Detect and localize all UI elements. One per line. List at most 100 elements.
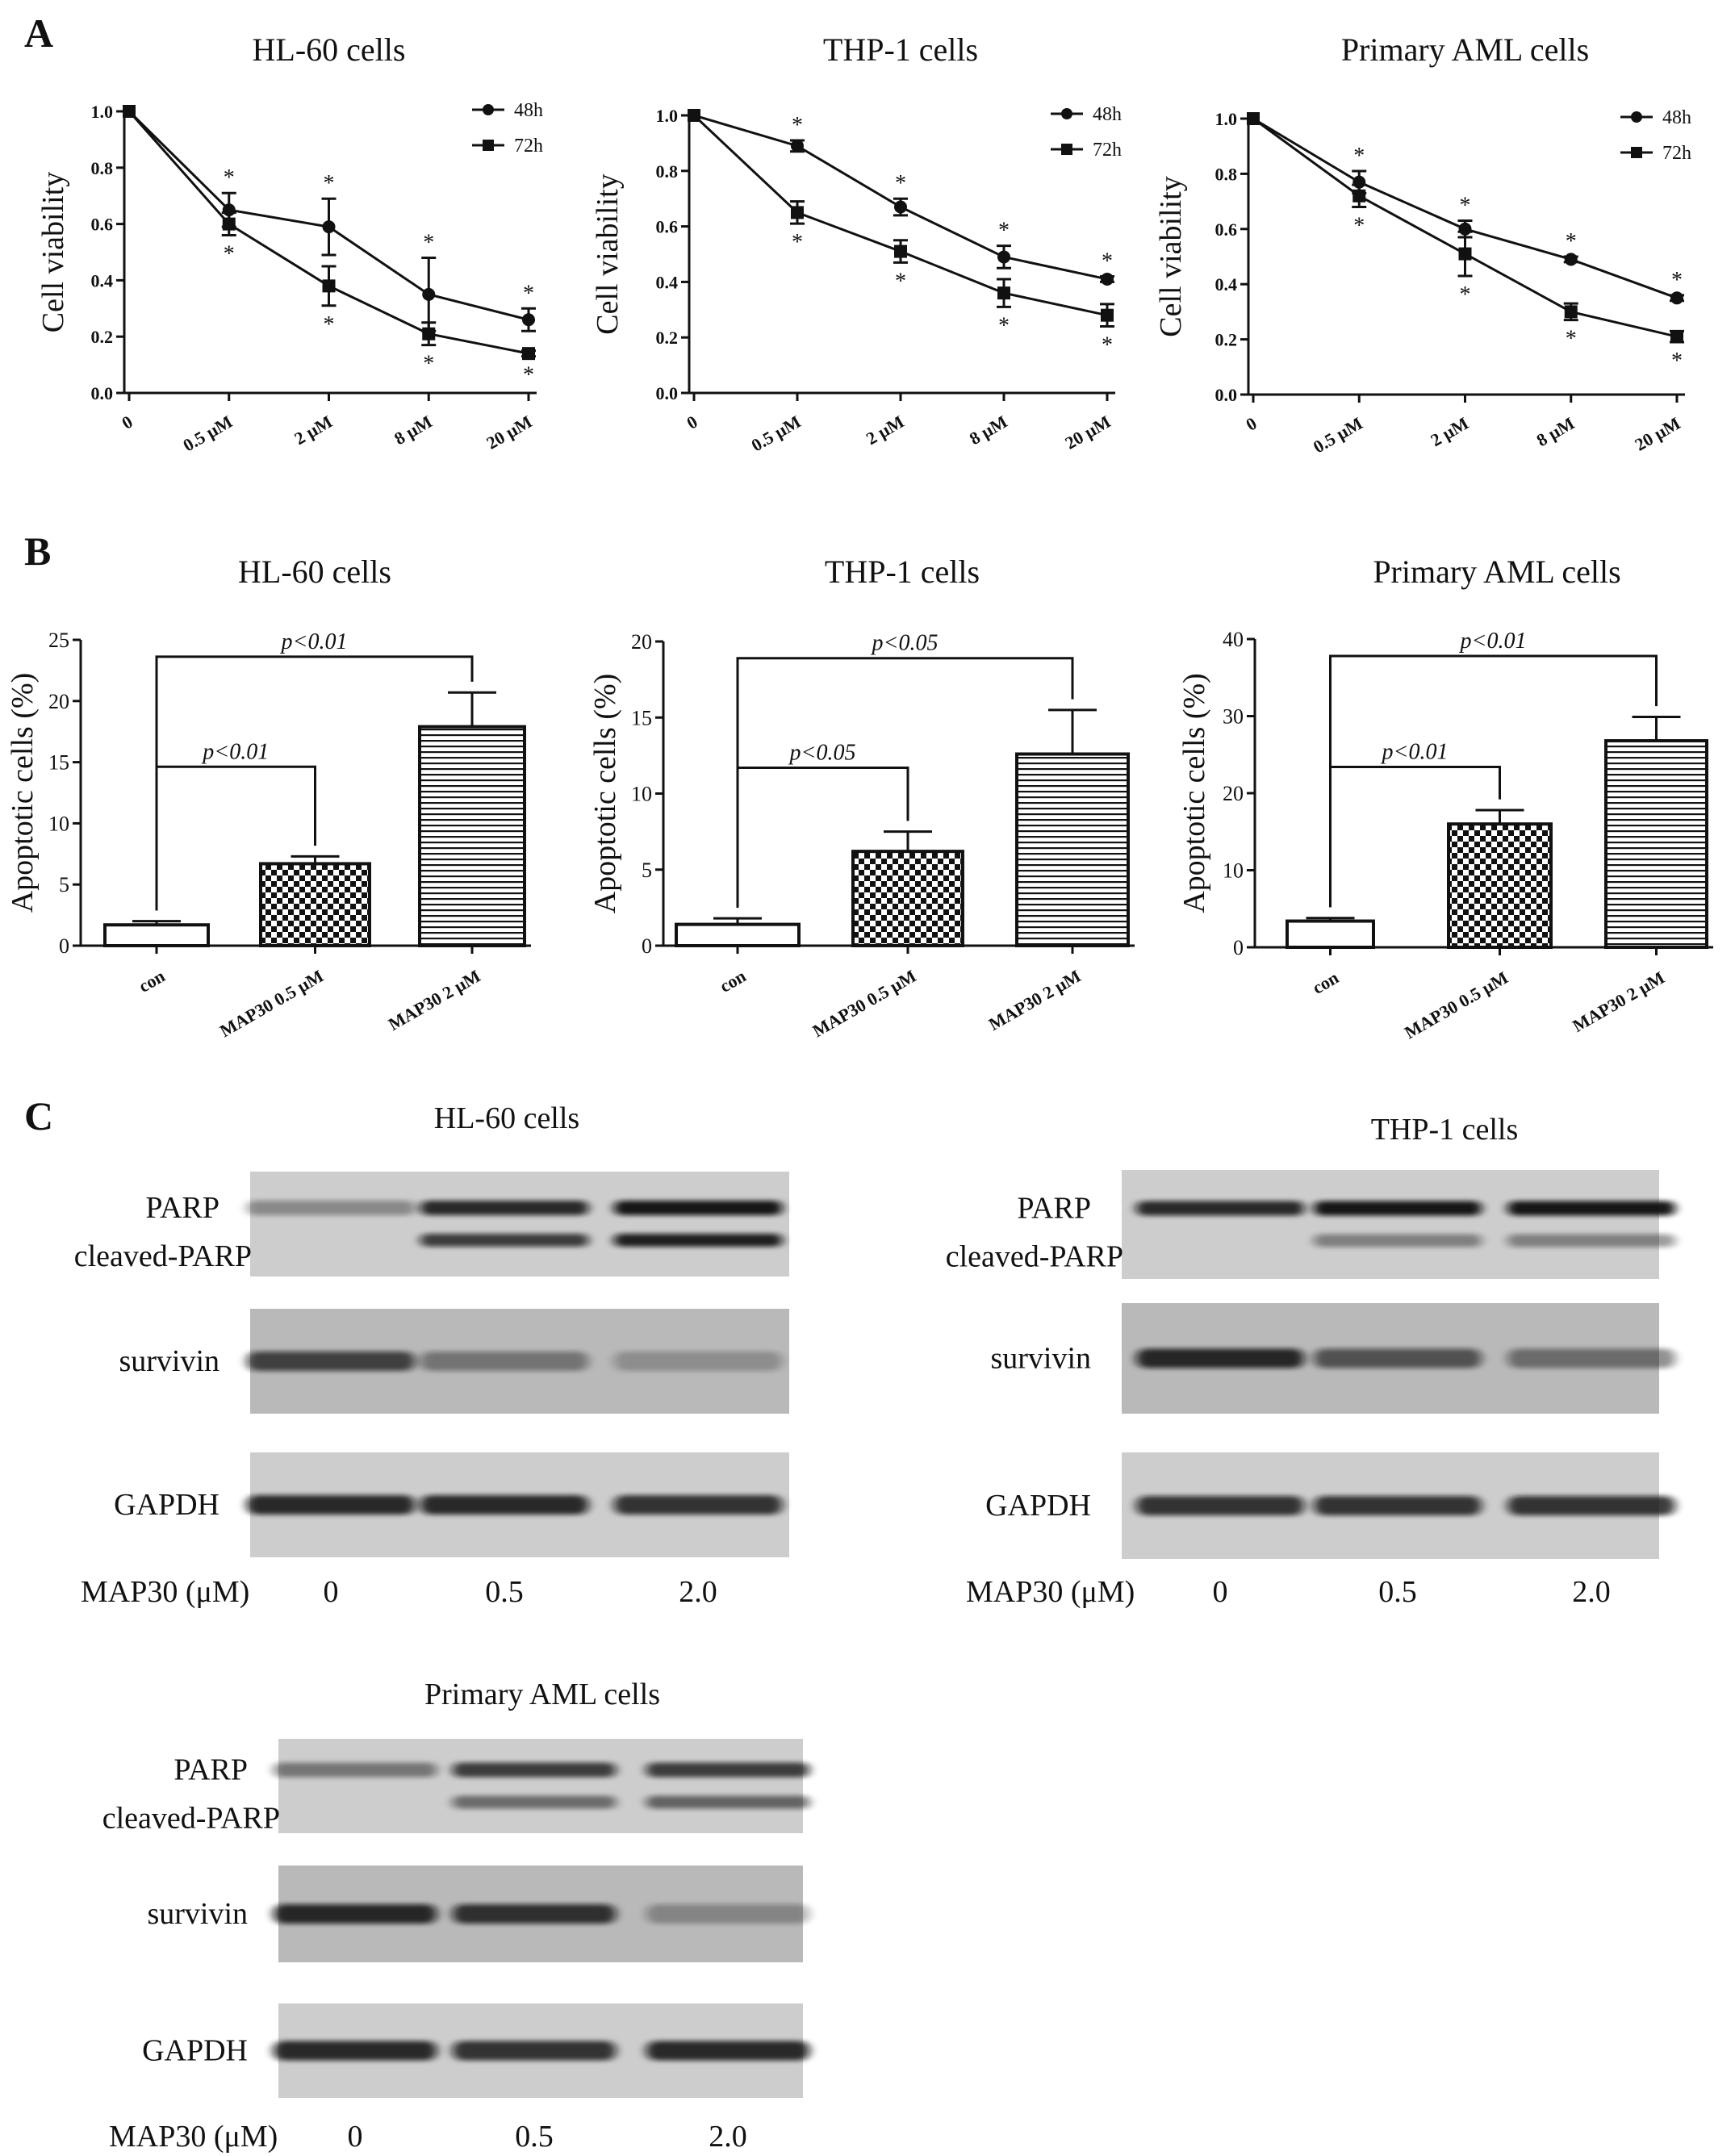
data-point-72h xyxy=(1670,330,1683,344)
x-tick-label: MAP30 2 μM xyxy=(385,966,484,1034)
band-parp xyxy=(246,1201,416,1215)
legend-label: 48h xyxy=(514,100,543,121)
blot-row-label: PARP xyxy=(1017,1192,1091,1226)
chart-title: Primary AML cells xyxy=(1373,554,1620,590)
y-tick-label: 0.2 xyxy=(91,327,114,347)
x-tick-label: 0.5 μM xyxy=(748,412,805,456)
significance-star: * xyxy=(998,219,1010,244)
chart-title: HL-60 cells xyxy=(253,31,406,68)
legend-marker xyxy=(1061,144,1072,155)
significance-star: * xyxy=(1353,144,1365,169)
x-tick-label: 8 μM xyxy=(391,412,436,449)
blot-row-label: cleaved-PARP xyxy=(946,1240,1123,1274)
dose-value: 2.0 xyxy=(1572,1575,1611,1609)
data-point-48h xyxy=(1101,272,1114,286)
panel-letter-c: C xyxy=(24,1093,53,1139)
band-survivin xyxy=(273,1904,437,1924)
data-point-72h xyxy=(1247,112,1260,125)
y-tick-label: 0.8 xyxy=(656,161,679,182)
data-point-72h xyxy=(1564,305,1578,319)
x-tick-label: con xyxy=(1309,967,1342,998)
blot-row-3: GAPDH xyxy=(114,1452,789,1557)
blot-membrane xyxy=(278,1739,803,1833)
blot-title: HL-60 cells xyxy=(434,1101,579,1135)
panel-letter-b: B xyxy=(24,529,51,574)
significance-star: * xyxy=(1671,268,1683,293)
band-GAPDH xyxy=(613,1495,783,1515)
band-parp xyxy=(1314,1201,1482,1216)
band-cleaved-parp xyxy=(1314,1234,1482,1247)
band-GAPDH xyxy=(452,2041,617,2061)
y-axis-label: Cell viability xyxy=(36,172,70,332)
legend-marker xyxy=(1631,111,1642,123)
bar-3 xyxy=(418,725,526,947)
western-blots-layer: HL-60 cells PARP cleaved-PARP survivin GAPDH… xyxy=(74,1101,1675,2154)
y-axis-label: Cell viability xyxy=(1154,176,1188,336)
blot-membrane xyxy=(1122,1170,1659,1279)
data-point-72h xyxy=(894,244,907,258)
bar-2 xyxy=(851,850,964,948)
band-GAPDH xyxy=(420,1495,589,1515)
y-tick-label: 15 xyxy=(48,751,69,775)
band-GAPDH xyxy=(246,1495,416,1515)
y-tick-label: 30 xyxy=(1223,705,1244,729)
data-point-48h xyxy=(422,287,436,301)
blot-row-label: PARP xyxy=(174,1753,248,1787)
legend-label: 48h xyxy=(1662,107,1691,128)
significance-star: * xyxy=(895,269,906,294)
dose-value: 0 xyxy=(324,1575,339,1609)
x-tick-label: 8 μM xyxy=(1533,413,1578,451)
band-survivin xyxy=(246,1352,416,1371)
x-tick-label: 0 xyxy=(1242,413,1260,435)
bar-1 xyxy=(103,923,210,948)
significance-star: * xyxy=(1671,349,1683,374)
significance-star: * xyxy=(1102,249,1113,274)
significance-star: * xyxy=(523,281,534,306)
band-GAPDH xyxy=(1507,1496,1675,1515)
western-blot-1: HL-60 cells PARP cleaved-PARP survivin GAPDH… xyxy=(74,1101,789,1609)
significance-star: * xyxy=(1102,332,1113,357)
y-tick-label: 20 xyxy=(48,690,69,713)
y-tick-label: 0.6 xyxy=(1215,219,1238,240)
significance-star: * xyxy=(324,171,335,196)
blot-title: Primary AML cells xyxy=(424,1678,660,1711)
p-value-label: p<0.01 xyxy=(1459,629,1527,654)
legend-label: 72h xyxy=(514,136,543,157)
band-cleaved-parp xyxy=(646,1795,810,1809)
dose-value: 2.0 xyxy=(679,1575,717,1609)
blot-row-2: survivin xyxy=(990,1303,1675,1414)
x-tick-label: 0 xyxy=(118,412,136,433)
y-tick-label: 20 xyxy=(631,630,652,654)
dose-value: 2.0 xyxy=(709,2120,747,2154)
significance-star: * xyxy=(895,171,906,196)
band-cleaved-parp xyxy=(1507,1234,1675,1247)
p-value-label: p<0.01 xyxy=(280,629,348,654)
band-survivin xyxy=(452,1904,617,1924)
legend-marker xyxy=(1631,147,1642,158)
blot-row-label: survivin xyxy=(119,1344,219,1378)
y-tick-label: 0.0 xyxy=(656,383,679,403)
blot-row-label: PARP xyxy=(145,1191,219,1225)
y-tick-label: 0.4 xyxy=(656,272,679,292)
y-tick-label: 1.0 xyxy=(1215,109,1238,129)
y-tick-label: 0.0 xyxy=(91,383,114,403)
band-survivin xyxy=(1136,1348,1304,1368)
y-axis-label: Apoptotic cells (%) xyxy=(1177,673,1211,913)
y-tick-label: 5 xyxy=(59,873,69,896)
panel-letter-a: A xyxy=(24,10,53,56)
blot-row-3: GAPDH xyxy=(142,2003,810,2098)
y-tick-label: 0.8 xyxy=(91,158,114,178)
x-tick-label: MAP30 2 μM xyxy=(985,966,1085,1034)
x-tick-label: 8 μM xyxy=(966,412,1011,449)
bar-1 xyxy=(1286,919,1375,950)
data-point-72h xyxy=(997,286,1010,300)
data-point-48h xyxy=(322,220,336,234)
significance-star: * xyxy=(324,312,335,337)
y-tick-label: 40 xyxy=(1223,628,1244,651)
data-point-48h xyxy=(791,139,804,153)
x-tick-label: 20 μM xyxy=(1061,412,1114,453)
y-tick-label: 0.2 xyxy=(1215,330,1238,350)
band-survivin xyxy=(420,1352,589,1371)
p-value-label: p<0.05 xyxy=(788,740,856,765)
y-tick-label: 0.6 xyxy=(91,215,114,235)
